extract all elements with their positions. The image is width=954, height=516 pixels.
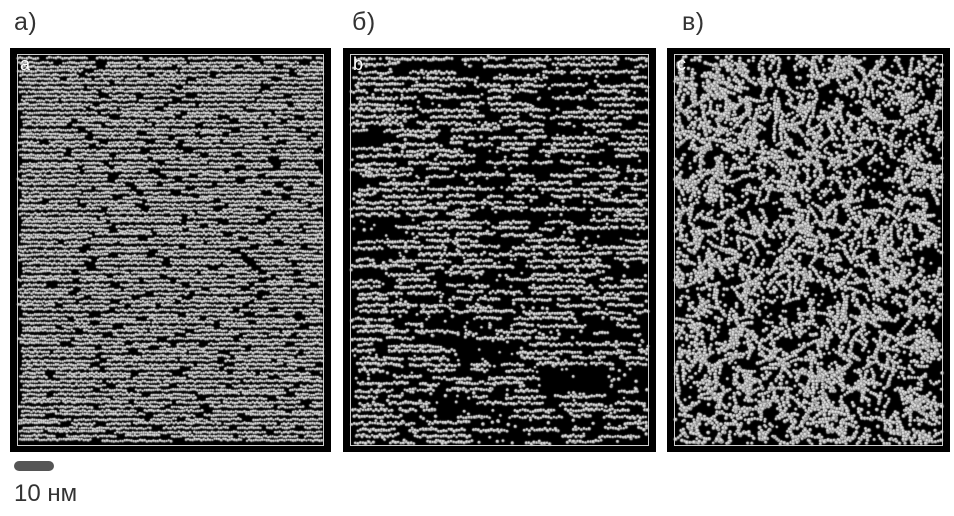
panel-letter-b: b — [353, 54, 364, 74]
micrograph-image-a — [10, 48, 331, 452]
panel-letter-c: c — [677, 54, 686, 74]
micrograph-image-c — [667, 48, 950, 452]
micrograph-image-b — [343, 48, 656, 452]
scale-bar-label: 10 нм — [14, 480, 78, 507]
micrograph-panel-c: c — [667, 48, 950, 452]
panel-caption-a: а) — [14, 8, 38, 36]
micrograph-panel-b: b — [343, 48, 656, 452]
panel-letter-a: a — [20, 54, 31, 74]
panel-caption-b: б) — [352, 8, 376, 36]
micrograph-panel-a: a — [10, 48, 331, 452]
panel-caption-c: в) — [682, 8, 705, 36]
scale-bar — [14, 461, 54, 471]
